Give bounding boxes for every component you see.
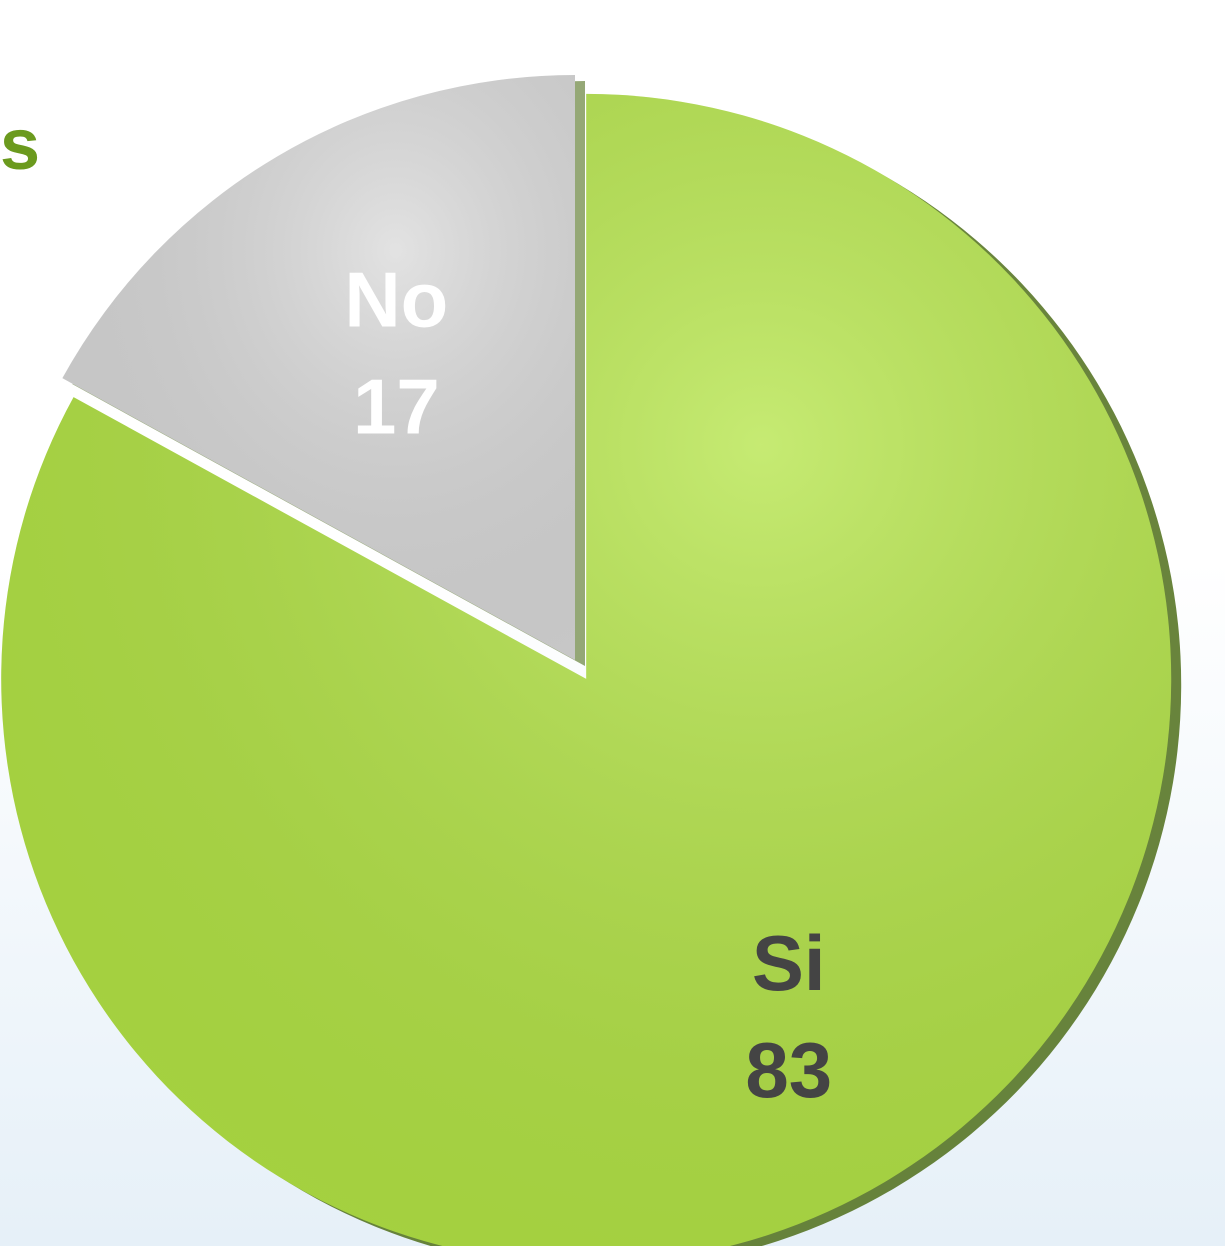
slice-value: 83 xyxy=(745,1026,832,1114)
slice-value: 17 xyxy=(353,362,440,450)
slice-label: Si xyxy=(752,919,826,1007)
slice-shine xyxy=(62,75,575,660)
slice-label: No xyxy=(344,255,448,343)
chart-title: s xyxy=(0,105,40,185)
slice-shine xyxy=(1,93,1172,1246)
